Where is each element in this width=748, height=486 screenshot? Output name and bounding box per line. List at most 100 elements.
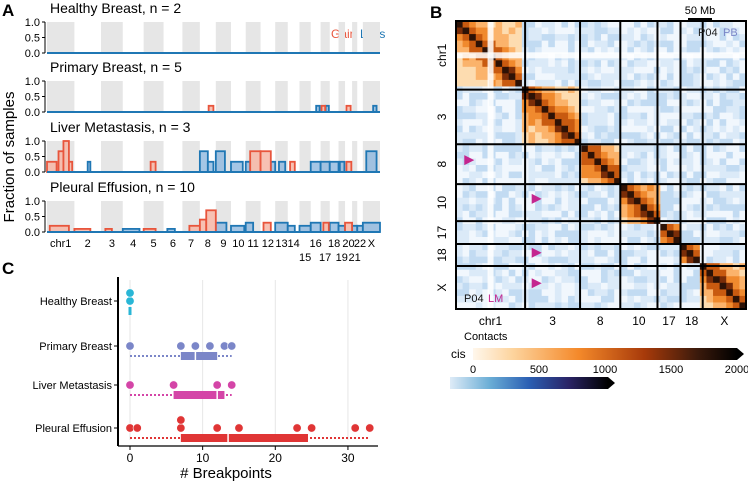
hic-cell — [726, 210, 734, 218]
hic-cell — [673, 237, 681, 244]
hic-cell — [739, 138, 747, 146]
hic-cell — [732, 269, 740, 277]
hic-cell — [713, 125, 721, 133]
hic-cell — [706, 158, 714, 166]
hic-cell — [660, 132, 668, 140]
hic-cell — [627, 295, 635, 303]
hic-cell — [456, 165, 463, 172]
hic-cell — [660, 158, 668, 166]
hic-cell — [719, 223, 727, 231]
hic-cell — [528, 79, 536, 87]
gain-segment — [68, 160, 74, 173]
hic-cell — [686, 204, 694, 212]
hic-cell — [462, 79, 470, 87]
highlight-arrow — [531, 278, 542, 289]
hic-cell — [502, 302, 510, 310]
hic-cell — [706, 125, 714, 133]
hic-cell — [574, 151, 582, 159]
hic-cell — [568, 250, 576, 258]
hic-cell — [726, 302, 734, 310]
hic-cell — [535, 178, 543, 186]
hic-cell — [528, 125, 536, 133]
hic-cell — [581, 79, 589, 87]
hic-cell — [548, 125, 556, 133]
hic-cell — [607, 204, 615, 212]
hic-cell — [680, 204, 688, 212]
hic-cell — [456, 119, 463, 127]
hic-cell — [686, 243, 694, 251]
hic-cell — [568, 256, 576, 264]
hic-cell — [614, 73, 622, 81]
hic-cell — [732, 302, 740, 310]
hic-cell — [620, 204, 628, 212]
hic-cell — [541, 223, 549, 231]
hic-cell — [508, 66, 516, 74]
hic-cell — [515, 191, 523, 199]
hic-cell — [502, 184, 510, 192]
chromosome-band — [245, 81, 261, 112]
chromosome-band — [275, 81, 288, 112]
hic-cell — [482, 165, 490, 172]
hic-cell — [647, 191, 655, 199]
hic-cell — [614, 243, 622, 251]
hic-cell — [475, 73, 483, 81]
hic-cell — [508, 21, 516, 28]
hic-cell — [561, 250, 569, 258]
hic-cell — [732, 21, 740, 28]
hic-cell — [693, 73, 701, 81]
hic-cell — [568, 191, 576, 199]
hic-cell — [495, 21, 503, 28]
hic-cell — [620, 289, 628, 297]
data-point — [365, 423, 375, 433]
hic-cell — [620, 106, 628, 114]
chromosome-band — [100, 81, 123, 112]
hic-cell — [502, 27, 510, 35]
y-tick-label: 1.0 — [25, 17, 40, 29]
hic-cell — [607, 276, 615, 284]
data-point — [234, 423, 244, 433]
hic-cell — [541, 184, 549, 192]
hic-cell — [475, 158, 483, 166]
hic-cell — [568, 99, 576, 107]
gain-segment — [198, 218, 208, 233]
hic-cell — [541, 210, 549, 218]
panel-label-c: C — [2, 259, 14, 278]
hic-cell — [680, 106, 688, 114]
hic-cell — [594, 276, 602, 284]
hic-cell — [515, 60, 523, 68]
hic-cell — [541, 178, 549, 186]
hic-cell — [719, 230, 727, 238]
hic-cell — [726, 40, 734, 48]
hic-cell — [475, 269, 483, 277]
hic-cell — [568, 171, 576, 179]
hic-cell — [614, 158, 622, 166]
hic-cell — [614, 66, 622, 74]
hic-cell — [535, 93, 543, 100]
chromosome-band — [143, 141, 164, 172]
hic-cell — [713, 237, 721, 244]
hic-cell — [686, 178, 694, 186]
hic-cell — [647, 243, 655, 251]
hic-cell — [739, 256, 747, 264]
hic-cell — [568, 125, 576, 133]
hic-cell — [581, 106, 589, 114]
hic-cell — [482, 47, 490, 55]
hic-cell — [535, 289, 543, 297]
hic-cell — [680, 119, 688, 127]
hic-cell — [535, 269, 543, 277]
hic-cell — [469, 295, 477, 303]
hic-cell — [594, 204, 602, 212]
hic-cell — [568, 282, 576, 290]
hic-border — [455, 20, 747, 310]
hic-cell — [614, 171, 622, 179]
hic-cell — [574, 237, 582, 244]
hic-cell — [719, 243, 727, 251]
hic-cell — [713, 151, 721, 159]
hic-cell — [587, 171, 595, 179]
hic-cell — [601, 145, 608, 153]
hic-cell — [693, 27, 701, 35]
hic-cell — [548, 73, 556, 81]
hic-cell — [732, 47, 740, 55]
hic-cell — [647, 40, 655, 48]
hic-cell — [713, 106, 721, 114]
